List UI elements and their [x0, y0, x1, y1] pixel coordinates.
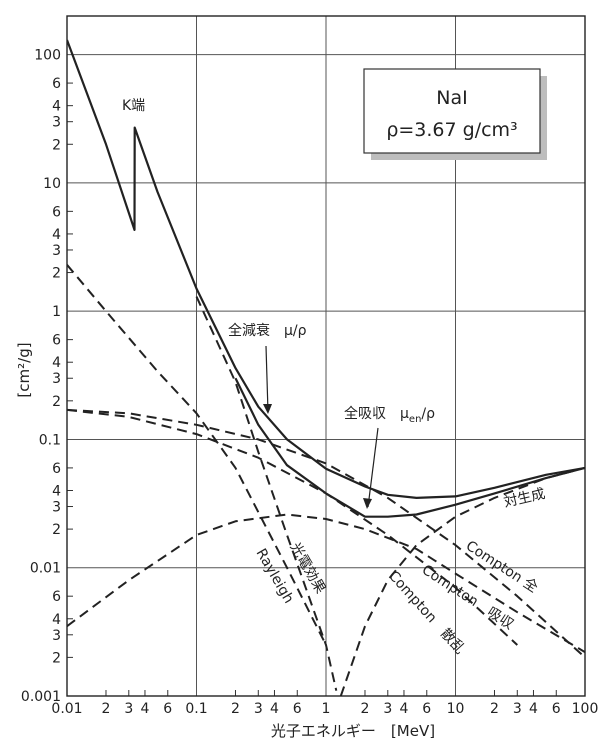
y-tick-label: 6 [52, 76, 61, 92]
x-tick-label: 6 [293, 701, 302, 717]
k-edge-label: K端 [122, 98, 145, 114]
y-tick-label: 6 [52, 204, 61, 220]
y-tick-label: 4 [52, 99, 61, 115]
x-tick-label: 3 [513, 701, 522, 717]
y-tick-label: 4 [52, 355, 61, 371]
total-arrow [265, 345, 269, 413]
y-tick-label: 3 [52, 500, 61, 516]
y-tick-label: 2 [52, 650, 61, 666]
ticks: 0.01 2 3 4 6 0.1 2 3 4 6 1 2 3 4 6 10 2 3 4 6 10010064321064… [21, 48, 598, 717]
y-tick-label: 2 [52, 394, 61, 410]
x-tick-label: 4 [529, 701, 538, 717]
series-line [67, 513, 585, 653]
x-tick-label: 4 [400, 701, 409, 717]
curves [67, 39, 585, 696]
y-tick-label: 4 [52, 227, 61, 243]
annotation-arrows [263, 345, 379, 509]
series-line [67, 264, 327, 646]
y-tick-label: 6 [52, 589, 61, 605]
y-tick-label: 100 [34, 48, 61, 64]
absorption-sub: en [409, 414, 422, 425]
series-line [195, 296, 338, 691]
y-tick-label: 4 [52, 483, 61, 499]
x-tick-label: 6 [163, 701, 172, 717]
series-line [67, 408, 585, 659]
x-tick-label: 6 [422, 701, 431, 717]
series-line [234, 377, 585, 518]
plot-frame [66, 15, 586, 697]
y-tick-label: 4 [52, 612, 61, 628]
series-line [67, 408, 518, 646]
x-tick-label: 4 [141, 701, 150, 717]
series-line [339, 466, 585, 696]
legend-box: NaI ρ=3.67 g/cm³ [363, 68, 547, 160]
y-axis-label: [cm²/g] [15, 342, 33, 397]
x-tick-label: 3 [383, 701, 392, 717]
absorption-arrow [367, 427, 379, 508]
chart-subtitle: ρ=3.67 g/cm³ [386, 119, 517, 141]
photoelectric-label: 光電効果 [287, 540, 329, 596]
x-axis-label: 光子エネルギー [MeV] [271, 722, 435, 740]
x-tick-label: 3 [124, 701, 133, 717]
x-tick-label: 0.01 [51, 701, 82, 717]
chart-title: NaI [436, 87, 467, 109]
y-tick-label: 10 [43, 176, 61, 192]
total-label: 全減衰 μ/ρ [228, 322, 307, 339]
y-tick-label: 3 [52, 628, 61, 644]
absorption-tail: /ρ [421, 406, 435, 422]
x-tick-label: 100 [572, 701, 599, 717]
y-tick-label: 6 [52, 333, 61, 349]
y-tick-label: 6 [52, 461, 61, 477]
absorption-label: 全吸収 μen/ρ [344, 405, 435, 425]
x-tick-label: 10 [447, 701, 465, 717]
y-tick-label: 1 [52, 304, 61, 320]
y-tick-label: 3 [52, 243, 61, 259]
total-arrowhead [263, 404, 272, 414]
x-tick-label: 2 [231, 701, 240, 717]
y-tick-label: 0.1 [39, 432, 61, 448]
compton-total-label: Compton 全 [463, 537, 541, 596]
y-tick-label: 0.001 [21, 689, 61, 705]
x-tick-label: 3 [254, 701, 263, 717]
x-tick-label: 4 [270, 701, 279, 717]
y-tick-label: 0.01 [30, 561, 61, 577]
x-tick-label: 6 [552, 701, 561, 717]
y-tick-label: 3 [52, 371, 61, 387]
x-tick-label: 2 [361, 701, 370, 717]
x-tick-label: 1 [322, 701, 331, 717]
series-line [67, 39, 585, 499]
x-tick-label: 2 [490, 701, 499, 717]
rayleigh-label: Rayleigh [253, 546, 297, 606]
y-tick-label: 3 [52, 115, 61, 131]
legend-frame [363, 68, 541, 154]
x-tick-label: 0.1 [185, 701, 207, 717]
absorption-arrowhead [363, 498, 372, 509]
y-tick-label: 2 [52, 266, 61, 282]
absorption-main: 全吸収 μ [344, 405, 409, 422]
y-tick-label: 2 [52, 522, 61, 538]
y-tick-label: 2 [52, 137, 61, 153]
x-tick-label: 2 [102, 701, 111, 717]
